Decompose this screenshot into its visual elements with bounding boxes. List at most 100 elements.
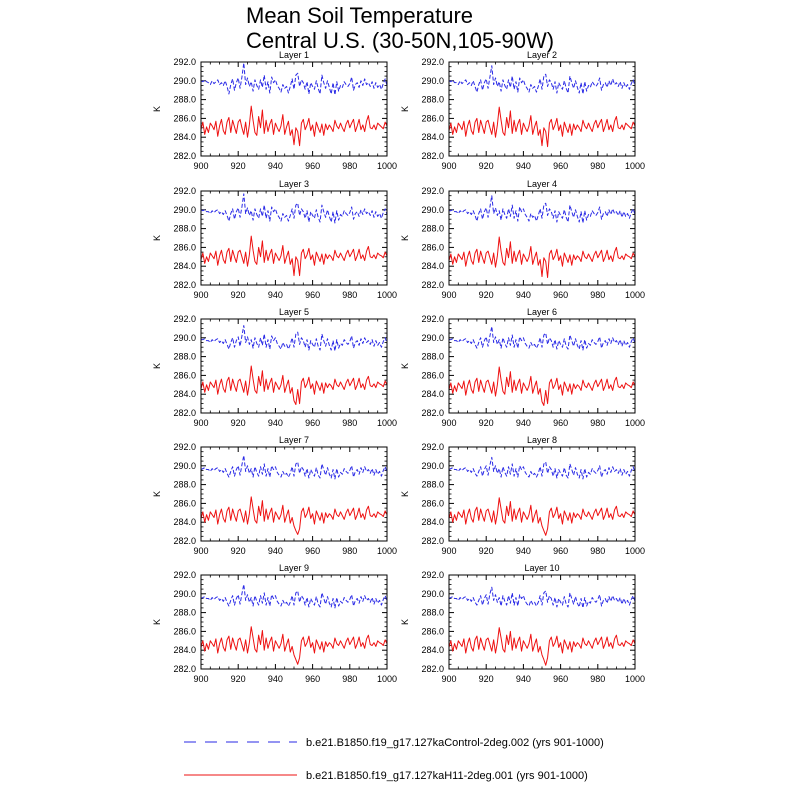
- x-tick-label: 1000: [377, 290, 397, 300]
- panel-title: Layer 8: [527, 435, 557, 445]
- x-tick-label: 980: [590, 546, 605, 556]
- x-tick-label: 940: [516, 546, 531, 556]
- y-tick-label: 282.0: [173, 151, 196, 161]
- y-tick-label: 290.0: [173, 461, 196, 471]
- x-tick-label: 1000: [625, 546, 645, 556]
- x-tick-label: 920: [479, 546, 494, 556]
- series-line-control: [200, 193, 388, 224]
- legend: b.e21.B1850.f19_g17.127kaControl-2deg.00…: [184, 737, 604, 782]
- y-tick-label: 286.0: [421, 113, 444, 123]
- x-tick-label: 900: [441, 674, 456, 684]
- y-tick-label: 286.0: [173, 113, 196, 123]
- panel-2: Layer 2 K 900 920 940 960 980 1000 282.0 284.0 286…: [400, 50, 645, 171]
- y-axis-label: K: [400, 106, 410, 112]
- series-line-control: [448, 65, 636, 95]
- panel-9: Layer 9 K 900 920 940 960 980 1000 282.0 284.0 286…: [152, 563, 397, 684]
- y-axis-label: K: [400, 235, 410, 241]
- y-tick-label: 282.0: [173, 536, 196, 546]
- y-tick-label: 290.0: [421, 461, 444, 471]
- x-tick-label: 900: [193, 674, 208, 684]
- panel-5: Layer 5 K 900 920 940 960 980 1000 282.0 284.0 286…: [152, 307, 397, 428]
- y-tick-label: 292.0: [173, 570, 196, 580]
- y-tick-label: 288.0: [173, 608, 196, 618]
- y-axis-label: K: [152, 235, 162, 241]
- y-tick-label: 284.0: [421, 645, 444, 655]
- panel-6: Layer 6 K 900 920 940 960 980 1000 282.0 284.0 286…: [400, 307, 645, 428]
- panel-grid: Layer 1 K 900 920 940 960 980 1000 282.0 284.0 286…: [152, 50, 645, 684]
- panel-7: Layer 7 K 900 920 940 960 980 1000 282.0 284.0 286…: [152, 435, 397, 556]
- x-tick-label: 960: [553, 674, 568, 684]
- y-tick-label: 292.0: [173, 314, 196, 324]
- y-tick-label: 288.0: [421, 352, 444, 362]
- x-tick-label: 960: [305, 546, 320, 556]
- panel-title: Layer 1: [279, 50, 309, 60]
- x-tick-label: 900: [193, 546, 208, 556]
- y-tick-label: 286.0: [173, 370, 196, 380]
- y-tick-label: 290.0: [421, 205, 444, 215]
- y-tick-label: 290.0: [173, 205, 196, 215]
- x-tick-label: 940: [268, 290, 283, 300]
- x-tick-label: 900: [441, 290, 456, 300]
- legend-label-control: b.e21.B1850.f19_g17.127kaControl-2deg.00…: [306, 737, 604, 749]
- plot-frame: [448, 61, 636, 157]
- y-tick-label: 290.0: [421, 76, 444, 86]
- x-tick-label: 920: [479, 418, 494, 428]
- y-tick-label: 284.0: [421, 261, 444, 271]
- y-tick-label: 288.0: [173, 95, 196, 105]
- series-line-control: [200, 583, 388, 609]
- x-tick-label: 900: [193, 418, 208, 428]
- y-tick-label: 290.0: [173, 76, 196, 86]
- panel-title: Layer 5: [279, 307, 309, 317]
- y-tick-label: 286.0: [421, 242, 444, 252]
- series-line-control: [200, 454, 388, 480]
- y-tick-label: 288.0: [173, 352, 196, 362]
- series-line-h11: [448, 106, 636, 148]
- x-tick-label: 940: [268, 546, 283, 556]
- x-tick-label: 920: [231, 161, 246, 171]
- figure-title-line1: Mean Soil Temperature: [246, 3, 473, 28]
- x-tick-label: 920: [479, 674, 494, 684]
- panel-title: Layer 10: [524, 563, 559, 573]
- y-tick-label: 284.0: [173, 261, 196, 271]
- y-axis-label: K: [152, 491, 162, 497]
- y-axis-label: K: [400, 363, 410, 369]
- series-line-h11: [200, 235, 388, 277]
- x-tick-label: 960: [305, 418, 320, 428]
- panel-title: Layer 2: [527, 50, 557, 60]
- x-tick-label: 1000: [625, 674, 645, 684]
- y-tick-label: 282.0: [421, 664, 444, 674]
- y-axis-label: K: [152, 363, 162, 369]
- y-tick-label: 286.0: [421, 498, 444, 508]
- x-tick-label: 980: [342, 674, 357, 684]
- x-tick-label: 980: [590, 418, 605, 428]
- y-tick-label: 290.0: [173, 333, 196, 343]
- y-tick-label: 288.0: [421, 608, 444, 618]
- plot-frame: [200, 446, 388, 542]
- x-tick-label: 1000: [377, 674, 397, 684]
- x-tick-label: 960: [305, 674, 320, 684]
- y-tick-label: 286.0: [421, 370, 444, 380]
- x-tick-label: 940: [268, 161, 283, 171]
- x-tick-label: 940: [516, 161, 531, 171]
- y-tick-label: 288.0: [421, 224, 444, 234]
- y-tick-label: 292.0: [421, 186, 444, 196]
- x-tick-label: 960: [553, 418, 568, 428]
- plot-frame: [200, 318, 388, 414]
- x-tick-label: 940: [268, 674, 283, 684]
- x-tick-label: 1000: [625, 418, 645, 428]
- plot-frame: [200, 61, 388, 157]
- y-tick-label: 282.0: [173, 280, 196, 290]
- figure-title-line2: Central U.S. (30-50N,105-90W): [246, 28, 554, 53]
- y-tick-label: 282.0: [173, 408, 196, 418]
- y-tick-label: 292.0: [173, 57, 196, 67]
- series-line-h11: [448, 236, 636, 278]
- series-line-h11: [200, 496, 388, 535]
- y-tick-label: 288.0: [173, 480, 196, 490]
- series-line-h11: [200, 365, 388, 406]
- panel-title: Layer 9: [279, 563, 309, 573]
- x-tick-label: 980: [342, 161, 357, 171]
- plot-frame: [200, 190, 388, 286]
- y-tick-label: 282.0: [421, 408, 444, 418]
- x-tick-label: 920: [231, 290, 246, 300]
- y-tick-label: 282.0: [421, 151, 444, 161]
